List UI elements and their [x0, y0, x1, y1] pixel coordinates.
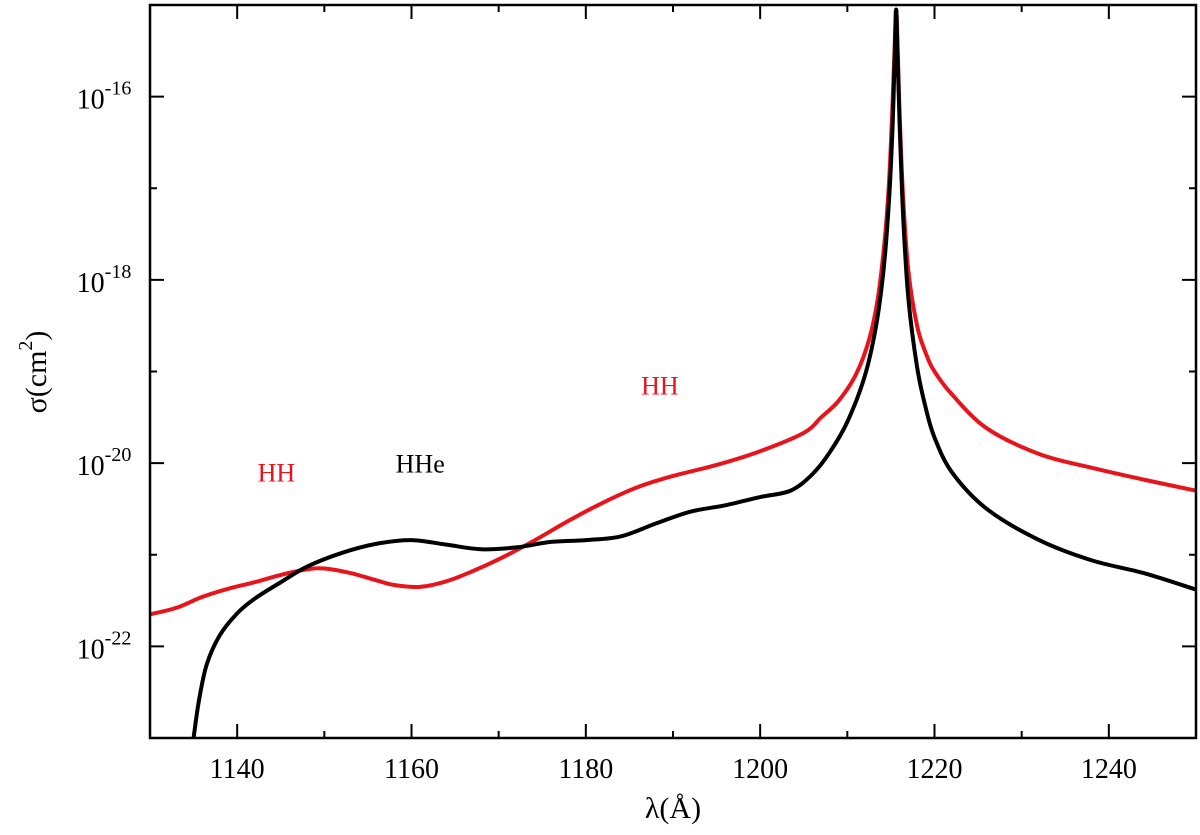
- x-tick-label: 1220: [907, 754, 963, 785]
- annotation-layer: HH HHe HH: [258, 371, 679, 487]
- annotation-hh: HH: [258, 458, 296, 487]
- annotation-hhe: HHe: [396, 449, 445, 478]
- y-axis-label-close: ): [20, 331, 53, 341]
- x-axis-label: λ(Å): [645, 792, 701, 825]
- svg-text:σ(cm2): σ(cm2): [15, 331, 53, 414]
- x-tick-label: 1160: [384, 754, 439, 785]
- y-tick-label-base: 10: [77, 85, 105, 116]
- tick-label-layer: 1140 1160 1180 1200 1220 124010-2210-2010-181…: [77, 78, 1137, 785]
- y-tick-label-exponent: -20: [105, 444, 132, 466]
- y-tick-label: 10-18: [77, 261, 132, 299]
- y-tick-label-exponent: -16: [105, 78, 132, 100]
- series-layer: [150, 7, 1196, 738]
- y-tick-label: 10-22: [77, 627, 132, 665]
- y-tick-label: 10-20: [77, 444, 132, 482]
- x-tick-label: 1200: [732, 754, 788, 785]
- y-tick-label-exponent: -22: [105, 627, 132, 649]
- plot-frame: [148, 3, 1198, 740]
- y-tick-label-exponent: -18: [105, 261, 132, 283]
- x-tick-label: 1240: [1081, 754, 1137, 785]
- x-tick-label: 1180: [558, 754, 613, 785]
- x-tick-label: 1140: [210, 754, 265, 785]
- y-tick-label-base: 10: [77, 268, 105, 299]
- y-axis-label: σ(cm2): [15, 331, 53, 414]
- y-tick-label: 10-16: [77, 78, 132, 116]
- series-line-hhe: [191, 7, 1196, 738]
- y-axis-label-sup: 2: [15, 341, 37, 351]
- y-tick-label-base: 10: [77, 634, 105, 665]
- y-tick-label-base: 10: [77, 451, 105, 482]
- series-line-hh: [150, 7, 1196, 617]
- y-axis-label-base: σ(cm: [20, 351, 53, 414]
- annotation-hh: HH: [641, 371, 679, 400]
